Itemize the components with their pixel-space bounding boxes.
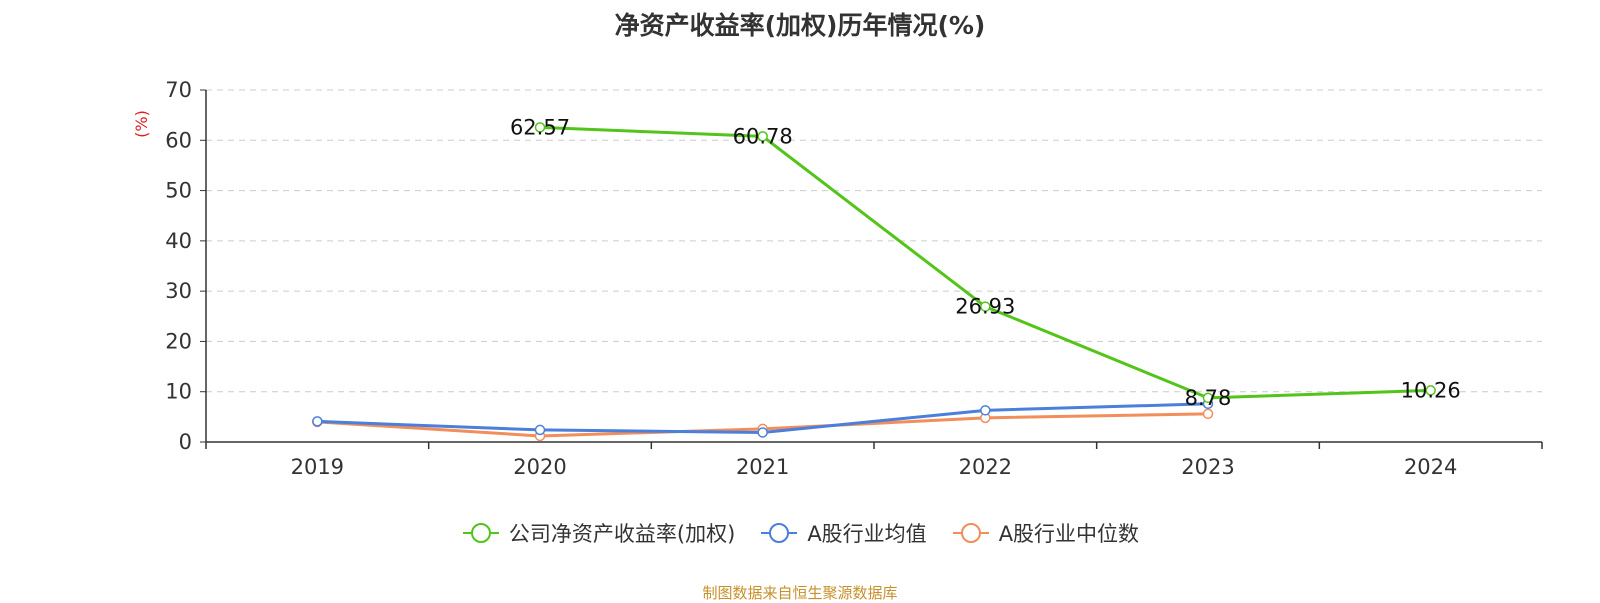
data-point — [534, 122, 546, 133]
data-point — [534, 424, 546, 436]
legend-swatch-icon — [952, 523, 989, 543]
legend-label: 公司净资产收益率(加权) — [508, 522, 736, 546]
legend-swatch-marker — [769, 523, 790, 543]
legend-label: A股行业中位数 — [998, 522, 1140, 546]
y-axis-label: (%) — [132, 110, 151, 138]
legend-label: A股行业均值 — [807, 522, 927, 546]
data-point — [980, 405, 991, 416]
legend-item[interactable]: A股行业均值 — [759, 518, 927, 548]
data-label: 62.57 — [510, 115, 570, 139]
data-point — [757, 427, 768, 438]
y-tick-label: 0 — [179, 430, 192, 454]
chart-title: 净资产收益率(加权)历年情况(%) — [614, 11, 986, 40]
legend-swatch-icon — [761, 523, 798, 543]
legend-swatch-marker — [960, 523, 981, 543]
legend-item[interactable]: A股行业中位数 — [951, 518, 1139, 548]
data-point — [757, 131, 768, 142]
legend-swatch-marker — [470, 523, 491, 543]
legend-item[interactable]: 公司净资产收益率(加权) — [461, 518, 735, 548]
x-tick-label: 2024 — [1404, 455, 1457, 479]
data-point — [1425, 385, 1436, 396]
data-label: 8.78 — [1185, 386, 1232, 410]
y-tick-label: 70 — [165, 78, 192, 102]
series — [312, 122, 1436, 442]
data-label: 26.93 — [955, 295, 1015, 319]
y-tick-label: 40 — [165, 229, 192, 253]
data-point — [980, 301, 991, 312]
source-note: 制图数据来自恒生聚源数据库 — [702, 584, 898, 602]
legend: 公司净资产收益率(加权) A股行业均值 A股行业中位数 — [0, 518, 1600, 548]
x-tick-label: 2021 — [736, 455, 789, 479]
x-tick-label: 2023 — [1181, 455, 1234, 479]
y-tick-label: 60 — [165, 128, 192, 152]
data-label: 60.78 — [733, 124, 793, 148]
y-tick-label: 50 — [165, 179, 192, 203]
legend-swatch-icon — [462, 523, 499, 543]
x-tick-label: 2022 — [959, 455, 1012, 479]
x-tick-label: 2020 — [513, 455, 566, 479]
x-tick-label: 2019 — [291, 455, 344, 479]
y-tick-label: 20 — [165, 329, 192, 353]
data-labels: 62.57 60.78 26.93 8.78 10.26 — [510, 115, 1461, 409]
y-tick-label: 30 — [165, 279, 192, 303]
data-point — [1202, 408, 1214, 420]
y-tick-label: 10 — [165, 380, 192, 404]
data-point — [1202, 392, 1214, 404]
data-label: 10.26 — [1401, 378, 1461, 402]
gridlines — [206, 89, 1542, 393]
data-point — [312, 416, 323, 427]
axes: 0 10 20 30 40 50 60 70 2019 2020 2021 2022 2023 2024 — [165, 78, 1543, 479]
series-line — [539, 125, 1431, 400]
